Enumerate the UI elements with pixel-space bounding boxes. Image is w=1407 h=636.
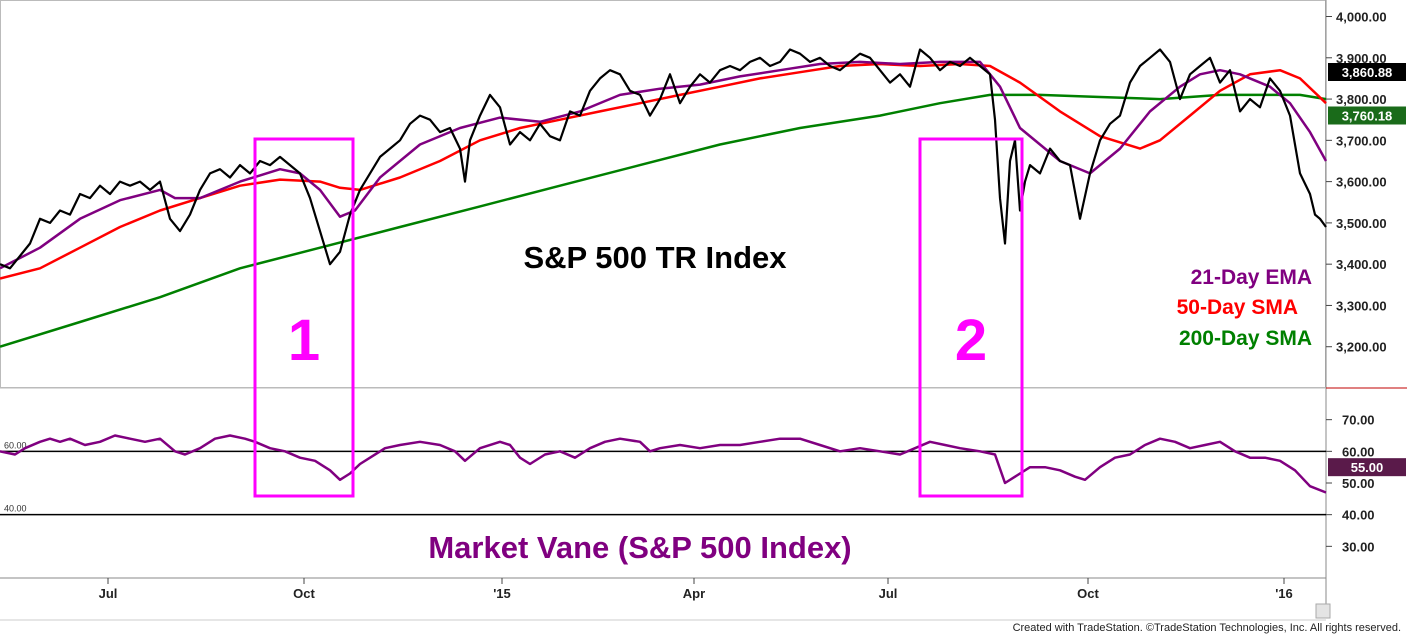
- price-tick-label: 3,900.00: [1336, 51, 1387, 66]
- series-lines: [0, 48, 1328, 494]
- vane-reference-lines: 60.00 40.00: [0, 440, 1326, 516]
- x-tick-label: Oct: [293, 586, 315, 601]
- vane-chart-title: Market Vane (S&P 500 Index): [428, 530, 851, 565]
- legend-sma200: 200-Day SMA: [1179, 327, 1312, 350]
- price-chart-title: S&P 500 TR Index: [523, 240, 787, 275]
- price-tick-label: 3,800.00: [1336, 92, 1387, 107]
- vane-last-badge-label: 55.00: [1351, 460, 1384, 475]
- series-sma200: [0, 93, 1327, 348]
- series-sma50: [0, 62, 1327, 280]
- reference-line-label: 60.00: [4, 440, 27, 450]
- vane-tick-label: 40.00: [1342, 508, 1375, 523]
- reference-line-label: 40.00: [4, 504, 27, 514]
- x-tick-label: '16: [1275, 586, 1293, 601]
- series-vane: [0, 434, 1327, 494]
- highlight-box: [253, 137, 355, 498]
- scrollbar-thumb[interactable]: [1315, 603, 1331, 619]
- credit-text: Created with TradeStation. ©TradeStation…: [1012, 622, 1401, 634]
- price-last-badge: [1328, 63, 1406, 81]
- legend-sma50: 50-Day SMA: [1177, 296, 1298, 319]
- legend-ema21: 21-Day EMA: [1191, 266, 1312, 289]
- highlight-box-label: 1: [288, 308, 320, 373]
- price-tick-label: 3,200.00: [1336, 340, 1387, 355]
- last-value-badges: 3,860.88 3,760.18 55.00: [1328, 63, 1406, 477]
- x-tick-label: Apr: [683, 586, 705, 601]
- vane-tick-label: 50.00: [1342, 476, 1375, 491]
- vane-tick-label: 30.00: [1342, 539, 1375, 554]
- price-tick-label: 3,500.00: [1336, 216, 1387, 231]
- price-y-axis: 4,000.00 3,900.00 3,800.00 3,700.00 3,600.00…: [1326, 10, 1387, 355]
- series-price: [0, 48, 1327, 270]
- vane-last-badge: [1328, 458, 1406, 477]
- price-tick-label: 3,400.00: [1336, 257, 1387, 272]
- x-tick-label: Oct: [1077, 586, 1099, 601]
- series-ema21: [0, 60, 1328, 270]
- price-tick-label: 3,700.00: [1336, 133, 1387, 148]
- x-tick-label: Jul: [879, 586, 898, 601]
- highlight-box-label: 2: [955, 308, 987, 373]
- vane-y-axis: 70.00 60.00 50.00 40.00 30.00: [1326, 413, 1375, 554]
- highlight-box: [918, 137, 1024, 498]
- vane-tick-label: 70.00: [1342, 413, 1375, 428]
- x-tick-label: Jul: [99, 586, 118, 601]
- x-tick-label: '15: [493, 586, 511, 601]
- vane-tick-label: 60.00: [1342, 444, 1375, 459]
- sma200-last-badge: [1328, 106, 1406, 125]
- x-axis: Jul Oct '15 Apr Jul Oct '16: [99, 578, 1293, 601]
- price-tick-label: 4,000.00: [1336, 10, 1387, 25]
- price-tick-label: 3,600.00: [1336, 175, 1387, 190]
- sma200-last-badge-label: 3,760.18: [1342, 109, 1393, 124]
- price-tick-label: 3,300.00: [1336, 298, 1387, 313]
- price-last-badge-label: 3,860.88: [1342, 65, 1393, 80]
